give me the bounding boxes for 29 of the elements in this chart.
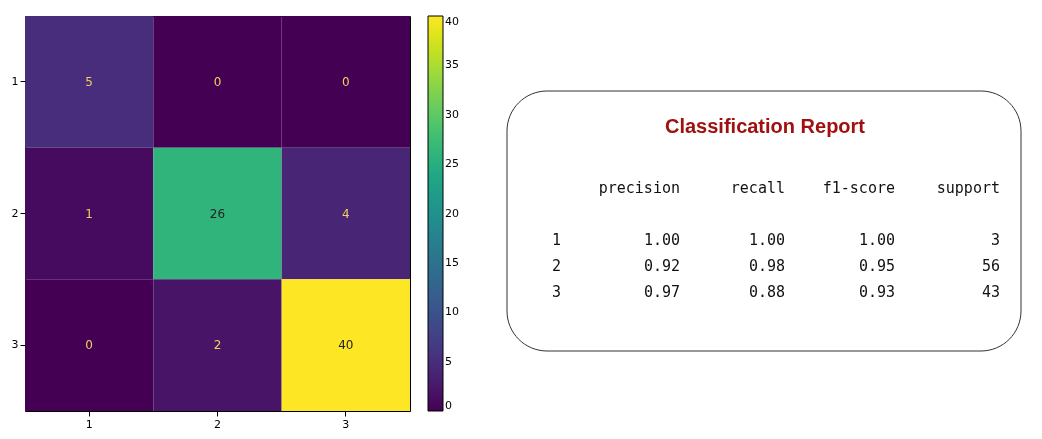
data-label: 2 — [213, 338, 222, 353]
text: 3 0.97 0.88 0.93 43 — [552, 283, 1000, 301]
data-label: 0 — [213, 74, 222, 89]
x-tick-label: 2 — [214, 417, 221, 431]
color-bar-label: 35 — [445, 58, 459, 72]
text: 2 0.92 0.98 0.95 56 — [552, 257, 1000, 275]
data-label: 4 — [342, 206, 350, 221]
color-bar-label: 40 — [445, 15, 459, 28]
data-label: 26 — [209, 206, 226, 221]
data-label: 1 — [85, 206, 93, 221]
text: precision recall f1-score support — [598, 179, 1000, 197]
data-label: 0 — [342, 74, 350, 89]
y-tick-label: 3 — [11, 338, 19, 352]
color-bar-label: 25 — [445, 157, 459, 171]
color-bar-label: 0 — [445, 399, 452, 412]
y-tick-label: 2 — [11, 206, 19, 220]
text: Classification Report — [664, 115, 866, 137]
data-label: 0 — [85, 338, 93, 353]
y-tick-label: 1 — [11, 74, 19, 88]
data-label: 40 — [338, 338, 354, 353]
color-bar-label: 10 — [445, 305, 459, 319]
text: 1 1.00 1.00 1.00 3 — [552, 231, 1000, 249]
color-bar-label: 20 — [445, 206, 459, 220]
color-bar-label: 30 — [445, 107, 459, 121]
color-bar-label: 5 — [445, 354, 452, 368]
data-label: 5 — [85, 74, 93, 89]
color-bar-label: 15 — [445, 255, 459, 269]
x-tick-label: 3 — [342, 417, 350, 431]
x-tick-label: 1 — [85, 417, 93, 431]
